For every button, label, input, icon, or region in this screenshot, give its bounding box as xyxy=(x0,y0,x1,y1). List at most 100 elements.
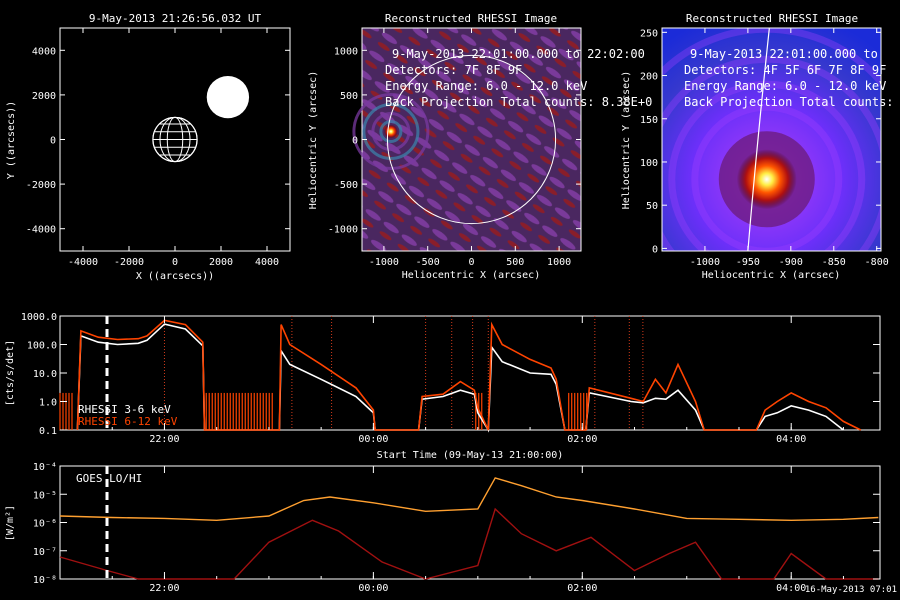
lightcurve-legend-3-6: RHESSI 3-6 keV xyxy=(78,403,171,416)
panel-fulldisk-overlay-line-3: Energy Range: 6.0 - 12.0 keV xyxy=(385,79,587,93)
time-label-2: 02:00 xyxy=(567,583,597,594)
series-line-0 xyxy=(76,323,844,433)
source-ring-2 xyxy=(362,102,420,160)
panel-fulldisk-xlabel: Heliocentric X (arcsec) xyxy=(402,270,540,281)
ytick-label-1: -2000 xyxy=(26,180,56,191)
xtick-label-0: -1000 xyxy=(690,257,720,268)
solar-limb xyxy=(386,54,557,225)
panel-fulldisk-ylabel: Heliocentric Y (arcsec) xyxy=(308,71,319,209)
panel-location-view: 9-May-2013 21:26:56.032 UT -4000 -2000 0 20… xyxy=(6,12,291,282)
series-line-0 xyxy=(59,477,879,522)
ylog-label-2: 10.0 xyxy=(33,369,57,380)
xtick-label-0: -4000 xyxy=(68,257,98,268)
zoom-image xyxy=(662,28,881,251)
panel-zoom-overlay-line-1: 9-May-2013 22:01:00.000 to xyxy=(690,47,878,61)
time-label-3: 04:00 xyxy=(776,434,806,445)
panel-location-axes: -4000 -2000 0 2000 4000 -4000 -2000 0 2000 4000 xyxy=(26,28,290,268)
panel-zoom-features xyxy=(662,28,881,251)
glow-ring-0 xyxy=(662,28,881,88)
panel-fulldisk-axes: -1000 -500 0 500 1000 -1000 -500 0 500 1000 xyxy=(328,28,581,268)
lightcurve-ylabel: [cts/s/det] xyxy=(5,340,16,406)
ytick-label-3: 150 xyxy=(640,115,658,126)
xtick-label-0: -1000 xyxy=(369,257,399,268)
ylog-label-1: 10⁻⁷ xyxy=(33,547,57,558)
sun-disk xyxy=(206,75,250,119)
panel-location-xlabel: X ((arcsecs)) xyxy=(136,271,214,282)
xtick-label-4: 4000 xyxy=(255,257,279,268)
panel-zoom-overlay-line-4: Back Projection Total counts: xyxy=(684,95,894,109)
ytick-label-3: 2000 xyxy=(32,91,56,102)
goes-footer: 16-May-2013 07:01 xyxy=(805,585,897,595)
time-label-2: 02:00 xyxy=(567,434,597,445)
ytick-label-2: 0 xyxy=(352,136,358,147)
series-line-1 xyxy=(76,319,862,431)
glow-ring-1 xyxy=(662,55,881,251)
time-label-0: 22:00 xyxy=(149,434,179,445)
earth-globe xyxy=(152,116,198,163)
panel-zoom-overlay-line-3: Energy Range: 6.0 - 12.0 keV xyxy=(684,79,886,93)
ytick-label-4: 1000 xyxy=(334,46,358,57)
ylog-label-0: 0.1 xyxy=(39,426,57,437)
ylog-label-3: 100.0 xyxy=(27,341,57,352)
panel-fulldisk-title: Reconstructed RHESSI Image xyxy=(385,12,557,25)
panel-rhessi-zoom: Reconstructed RHESSI Image -1000 -950 -900… xyxy=(621,12,894,281)
panel-zoom-overlay-line-2: Detectors: 4F 5F 6F 7F 8F 9F xyxy=(684,63,886,77)
xtick-label-1: -2000 xyxy=(114,257,144,268)
glow-ring-3 xyxy=(691,103,843,251)
xtick-label-1: -500 xyxy=(416,257,440,268)
flare-source xyxy=(383,124,398,139)
lightcurve-legend-6-12: RHESSI 6-12 keV xyxy=(78,415,178,428)
xtick-label-2: 0 xyxy=(172,257,178,268)
ytick-label-2: 100 xyxy=(640,158,658,169)
lightcurve-axes: 22:00 00:00 02:00 04:00 0.1 1.0 10.0 100.0 1000.… xyxy=(21,312,880,445)
ytick-label-4: 4000 xyxy=(32,46,56,57)
panel-location-title: 9-May-2013 21:26:56.032 UT xyxy=(89,12,262,25)
xtick-label-4: -800 xyxy=(865,257,889,268)
ytick-label-0: -4000 xyxy=(26,225,56,236)
panel-rhessi-lightcurve: 22:00 00:00 02:00 04:00 0.1 1.0 10.0 100.0 1000.… xyxy=(5,312,881,461)
ytick-label-5: 250 xyxy=(640,28,658,39)
lightcurve-series xyxy=(59,316,862,433)
ylog-label-4: 1000.0 xyxy=(21,312,57,323)
ylog-label-0: 10⁻⁸ xyxy=(33,575,57,586)
panel-fulldisk-overlay-line-2: Detectors: 7F 8F 9F xyxy=(385,63,522,77)
ytick-label-1: 50 xyxy=(646,201,658,212)
ytick-label-0: -1000 xyxy=(328,225,358,236)
xtick-label-3: 500 xyxy=(506,257,524,268)
goes-axes: 22:00 00:00 02:00 04:00 10⁻⁸ 10⁻⁷ 10⁻⁶ 10⁻⁵ 10⁻⁴ xyxy=(33,462,880,594)
panel-fulldisk-overlay-line-1: 9-May-2013 22:01:00.000 to 22:02:00 xyxy=(392,47,645,61)
panel-fulldisk-overlay-line-4: Back Projection Total counts: 8.38E+0 xyxy=(385,95,652,109)
ytick-label-2: 0 xyxy=(50,136,56,147)
panel-goes: 22:00 00:00 02:00 04:00 10⁻⁸ 10⁻⁷ 10⁻⁶ 10⁻⁵ 10⁻⁴… xyxy=(5,462,897,595)
panel-rhessi-fulldisk: Reconstructed RHESSI Image -1000 -500 0 500… xyxy=(308,12,652,281)
ylog-label-1: 1.0 xyxy=(39,398,57,409)
glow-ring-2 xyxy=(668,80,866,251)
ytick-label-4: 200 xyxy=(640,72,658,83)
time-label-1: 00:00 xyxy=(358,583,388,594)
time-label-3: 04:00 xyxy=(776,583,806,594)
ylog-label-4: 10⁻⁴ xyxy=(33,462,57,473)
solar-limb-zoom xyxy=(747,28,770,251)
panel-zoom-title: Reconstructed RHESSI Image xyxy=(686,12,858,25)
lightcurve-xlabel: Start Time (09-May-13 21:00:00) xyxy=(377,450,564,461)
time-label-1: 00:00 xyxy=(358,434,388,445)
panel-zoom-axes: -1000 -950 -900 -850 -800 0 50 100 150 200 250 xyxy=(640,28,889,268)
ylog-label-2: 10⁻⁶ xyxy=(33,519,57,530)
goes-ylabel: [W/m²] xyxy=(5,505,16,541)
source-ring-0 xyxy=(379,119,403,143)
ytick-label-1: -500 xyxy=(334,180,358,191)
xtick-label-3: 2000 xyxy=(209,257,233,268)
ylog-label-3: 10⁻⁵ xyxy=(33,490,57,501)
source-ring-3 xyxy=(352,92,430,170)
goes-legend: GOES LO/HI xyxy=(76,472,142,485)
flare-source-zoom xyxy=(736,149,797,210)
time-label-0: 22:00 xyxy=(149,583,179,594)
xtick-label-2: 0 xyxy=(468,257,474,268)
panel-zoom-ylabel: Heliocentric Y (arcsec) xyxy=(621,71,632,209)
panel-zoom-xlabel: Heliocentric X (arcsec) xyxy=(702,270,840,281)
ytick-label-3: 500 xyxy=(340,91,358,102)
xtick-label-1: -950 xyxy=(736,257,760,268)
panel-zoom-frame xyxy=(661,27,882,252)
xtick-label-3: -850 xyxy=(822,257,846,268)
